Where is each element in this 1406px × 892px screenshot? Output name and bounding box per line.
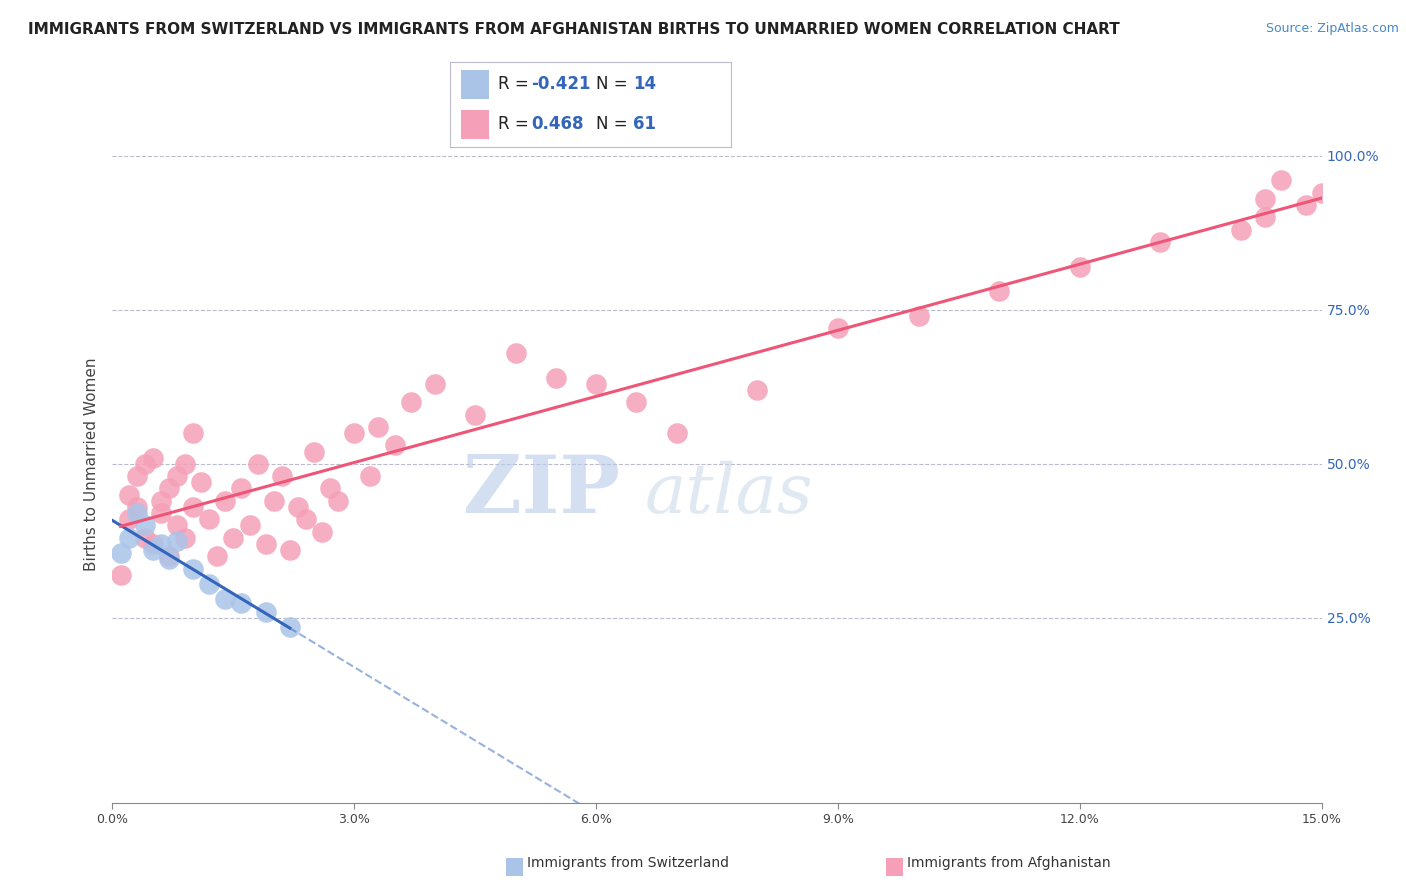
Point xyxy=(384,438,406,452)
Point xyxy=(1254,211,1277,225)
Text: R =: R = xyxy=(498,76,534,94)
Bar xyxy=(461,70,489,99)
Point xyxy=(134,457,156,471)
Point xyxy=(263,493,285,508)
Text: IMMIGRANTS FROM SWITZERLAND VS IMMIGRANTS FROM AFGHANISTAN BIRTHS TO UNMARRIED W: IMMIGRANTS FROM SWITZERLAND VS IMMIGRANT… xyxy=(28,22,1119,37)
Point xyxy=(626,395,648,409)
Point xyxy=(295,512,318,526)
Point xyxy=(174,531,197,545)
Point xyxy=(125,500,148,514)
Point xyxy=(117,531,139,545)
Point xyxy=(181,500,204,514)
Point xyxy=(254,537,277,551)
Point xyxy=(319,482,342,496)
Text: 0.468: 0.468 xyxy=(531,115,583,133)
Point xyxy=(207,549,229,564)
Point xyxy=(190,475,212,490)
Point xyxy=(827,321,849,335)
Point xyxy=(134,531,156,545)
Point xyxy=(125,506,148,520)
Text: -0.421: -0.421 xyxy=(531,76,591,94)
Point xyxy=(157,549,180,564)
Point xyxy=(125,469,148,483)
Point xyxy=(1270,173,1292,187)
Point xyxy=(254,605,277,619)
Point xyxy=(214,592,236,607)
Point xyxy=(110,546,132,560)
Point xyxy=(198,577,221,591)
Point xyxy=(110,567,132,582)
Point xyxy=(246,457,269,471)
Point xyxy=(142,450,165,465)
Point xyxy=(166,533,188,548)
Text: atlas: atlas xyxy=(644,461,813,528)
Point xyxy=(134,518,156,533)
Text: N =: N = xyxy=(596,76,633,94)
Point xyxy=(287,500,309,514)
Point xyxy=(214,493,236,508)
Point xyxy=(464,408,486,422)
Point xyxy=(117,512,139,526)
Point xyxy=(278,620,301,634)
Point xyxy=(198,512,221,526)
Point xyxy=(665,425,688,440)
Point xyxy=(142,543,165,558)
Point xyxy=(359,469,381,483)
Point xyxy=(399,395,422,409)
Text: Immigrants from Switzerland: Immigrants from Switzerland xyxy=(527,855,730,870)
Point xyxy=(231,595,253,609)
Point xyxy=(157,552,180,566)
Point xyxy=(142,537,165,551)
Point xyxy=(238,518,260,533)
Point xyxy=(166,469,188,483)
Point xyxy=(181,425,204,440)
Point xyxy=(367,420,389,434)
Text: 14: 14 xyxy=(633,76,655,94)
Point xyxy=(1149,235,1171,249)
Text: Immigrants from Afghanistan: Immigrants from Afghanistan xyxy=(907,855,1111,870)
Point xyxy=(149,493,172,508)
Point xyxy=(1310,186,1333,200)
Point xyxy=(1254,192,1277,206)
Point xyxy=(149,506,172,520)
Point xyxy=(1295,198,1317,212)
Point xyxy=(343,425,366,440)
Text: Source: ZipAtlas.com: Source: ZipAtlas.com xyxy=(1265,22,1399,36)
Point xyxy=(907,309,929,323)
Point xyxy=(166,518,188,533)
Point xyxy=(222,531,245,545)
Point xyxy=(1069,260,1091,274)
Point xyxy=(1230,222,1253,236)
Point xyxy=(231,482,253,496)
Point xyxy=(174,457,197,471)
Text: N =: N = xyxy=(596,115,633,133)
Point xyxy=(311,524,333,539)
Point xyxy=(278,543,301,558)
Point xyxy=(747,383,769,397)
Point xyxy=(270,469,292,483)
Point xyxy=(302,444,325,458)
Point xyxy=(117,488,139,502)
Point xyxy=(157,482,180,496)
Y-axis label: Births to Unmarried Women: Births to Unmarried Women xyxy=(83,357,98,571)
Point xyxy=(585,376,607,391)
Bar xyxy=(461,110,489,139)
Point xyxy=(423,376,446,391)
Text: ZIP: ZIP xyxy=(464,452,620,530)
Point xyxy=(181,561,204,575)
Point xyxy=(505,346,527,360)
Point xyxy=(544,370,567,384)
Point xyxy=(988,285,1011,299)
Text: R =: R = xyxy=(498,115,534,133)
Point xyxy=(149,537,172,551)
Text: 61: 61 xyxy=(633,115,655,133)
Point xyxy=(328,493,350,508)
